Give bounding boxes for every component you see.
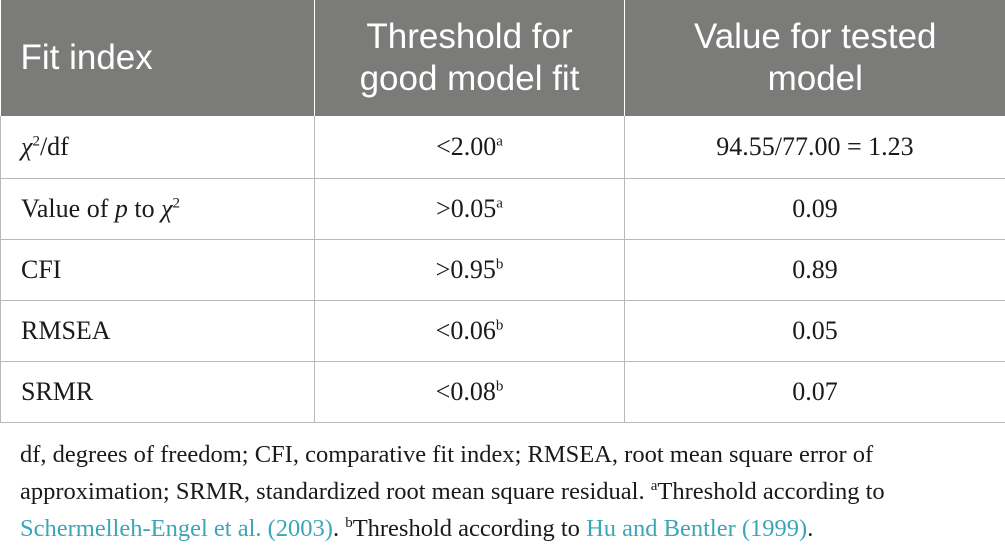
footnote-marker-b: b — [345, 514, 353, 531]
header-threshold: Threshold for good model fit — [314, 0, 625, 116]
cell-value: 94.55/77.00 = 1.23 — [624, 116, 1005, 179]
footnote-marker-a: a — [650, 477, 658, 494]
citation-link-schermelleh-engel[interactable]: Schermelleh-Engel et al. (2003) — [20, 515, 333, 542]
cell-threshold: <2.00a — [314, 116, 625, 179]
footnote-marker: a — [496, 195, 503, 212]
table-row: χ2/df <2.00a 94.55/77.00 = 1.23 — [0, 116, 1005, 179]
cell-threshold: <0.08b — [314, 361, 625, 423]
table-row: SRMR <0.08b 0.07 — [0, 361, 1005, 423]
cell-text: >0.95 — [435, 255, 496, 284]
chi-symbol: χ — [21, 132, 33, 161]
cell-value: 0.07 — [624, 361, 1005, 423]
footnote-marker: b — [495, 378, 504, 395]
cell-value: 0.89 — [624, 239, 1005, 301]
fit-index-table: Fit index Threshold for good model fit V… — [0, 0, 1005, 423]
header-threshold-line1: Threshold for — [366, 17, 573, 56]
footnote-text-b: Threshold according to — [352, 515, 587, 542]
footnote-marker: b — [495, 317, 504, 334]
cell-threshold: <0.06b — [314, 300, 625, 362]
fit-index-table-container: Fit index Threshold for good model fit V… — [0, 0, 1005, 423]
cell-value: 0.09 — [624, 178, 1005, 240]
table-header: Fit index Threshold for good model fit V… — [0, 0, 1005, 116]
header-fit-index: Fit index — [0, 0, 315, 116]
cell-fit-index: χ2/df — [0, 116, 315, 179]
cell-text: >0.05 — [436, 194, 497, 223]
footnote-end: . — [807, 515, 814, 542]
table-body: χ2/df <2.00a 94.55/77.00 = 1.23 Value of… — [0, 116, 1005, 423]
cell-text: Value of — [21, 194, 115, 223]
footnote-line2: approximation; SRMR, standardized root m… — [20, 478, 651, 505]
superscript: 2 — [32, 133, 40, 150]
cell-fit-index: Value of p to χ2 — [0, 178, 315, 240]
header-threshold-line2: good model fit — [359, 59, 580, 98]
cell-threshold: >0.05a — [314, 178, 625, 240]
cell-text: /df — [39, 132, 69, 161]
cell-fit-index: CFI — [0, 239, 315, 301]
footnote-text-a: Threshold according to — [657, 478, 885, 505]
cell-text: <2.00 — [436, 132, 497, 161]
cell-text: <0.08 — [435, 377, 496, 406]
table-footnote: df, degrees of freedom; CFI, comparative… — [20, 436, 1000, 547]
cell-text: <0.06 — [435, 316, 496, 345]
footnote-line1: df, degrees of freedom; CFI, comparative… — [20, 441, 874, 468]
cell-fit-index: SRMR — [0, 361, 315, 423]
chi-symbol: χ — [161, 194, 173, 223]
cell-text: to — [127, 194, 162, 223]
footnote-separator: . — [332, 515, 346, 542]
header-fit-index-label: Fit index — [20, 38, 153, 77]
footnote-marker: a — [496, 133, 503, 150]
header-value-line2: model — [767, 59, 863, 98]
cell-fit-index: RMSEA — [0, 300, 315, 362]
table-row: RMSEA <0.06b 0.05 — [0, 300, 1005, 362]
cell-value: 0.05 — [624, 300, 1005, 362]
footnote-marker: b — [495, 256, 504, 273]
header-value: Value for tested model — [624, 0, 1005, 116]
p-symbol: p — [114, 194, 128, 223]
header-value-line1: Value for tested — [693, 17, 937, 56]
table-row: CFI >0.95b 0.89 — [0, 239, 1005, 301]
superscript: 2 — [172, 195, 181, 212]
cell-threshold: >0.95b — [314, 239, 625, 301]
citation-link-hu-bentler[interactable]: Hu and Bentler (1999) — [586, 515, 808, 542]
table-row: Value of p to χ2 >0.05a 0.09 — [0, 178, 1005, 240]
